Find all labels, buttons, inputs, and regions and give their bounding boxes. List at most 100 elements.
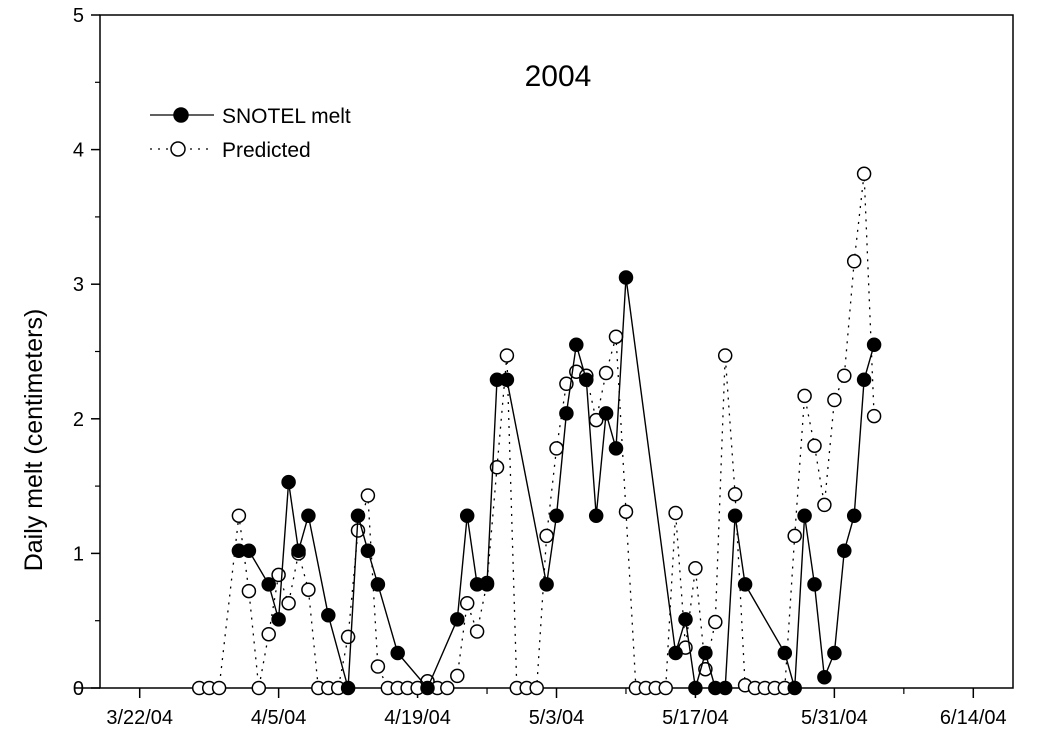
predicted-point-2 [211,680,227,696]
snotel-melt-point-44 [846,508,862,523]
snotel-melt-point-4 [281,474,296,490]
predicted-line [199,173,875,689]
snotel-melt-point-42 [827,645,842,661]
snotel-melt-point-29 [668,645,683,661]
snotel-melt-point-36 [737,577,753,592]
predicted-point-53 [727,486,743,502]
snotel-melt-point-39 [797,508,812,523]
predicted-point-40 [598,365,614,381]
x-tick-label-6: 6/14/04 [940,707,1007,729]
snotel-melt-point-9 [350,508,366,523]
x-tick-label-2: 4/19/04 [384,707,451,729]
predicted-point-16 [360,488,376,503]
predicted-point-17 [370,659,386,674]
snotel-melt-point-40 [807,577,822,592]
x-tick-label-5: 5/31/04 [801,707,868,729]
snotel-melt-point-20 [539,577,554,592]
x-tick-label-4: 5/17/04 [662,707,729,729]
snotel-melt-point-22 [559,406,574,421]
predicted-point-49 [688,560,703,576]
predicted-point-62 [817,497,832,513]
snotel-melt-point-28 [618,270,634,285]
snotel-melt-point-25 [588,508,604,523]
predicted-point-61 [807,438,822,453]
predicted-point-30 [499,348,515,363]
y-tick-label-3: 3 [73,274,84,296]
predicted-point-64 [837,368,852,383]
predicted-point-41 [608,329,624,344]
predicted-point-52 [717,348,733,363]
predicted-point-65 [846,254,862,269]
predicted-point-67 [866,408,882,424]
snotel-melt-point-26 [598,406,614,421]
snotel-melt-point-24 [579,372,594,388]
chart-title: 2004 [525,60,592,93]
snotel-melt-point-8 [340,680,356,696]
snotel-melt-point-41 [817,669,832,685]
snotel-melt-point-5 [291,543,306,558]
legend-predicted-marker [170,141,186,157]
predicted-point-10 [301,582,316,597]
predicted-point-14 [340,629,356,645]
legend-snotel-marker [173,107,189,123]
y-tick-label-2: 2 [73,409,84,431]
predicted-point-35 [549,441,564,456]
predicted-point-33 [529,680,544,696]
y-axis-title: Daily melt (centimeters) [20,309,48,572]
legend-snotel-label: SNOTEL melt [222,105,351,128]
legend-predicted-label: Predicted [222,139,311,162]
legend: SNOTEL melt Predicted [150,105,351,162]
snotel-melt-point-13 [420,680,435,696]
predicted-point-27 [469,624,485,639]
snotel-melt-point-30 [678,612,693,627]
predicted-point-25 [450,668,465,684]
snotel-melt-point-43 [837,543,852,558]
snotel-melt-point-1 [241,543,257,558]
predicted-point-63 [827,392,842,408]
x-tick-label-3: 5/3/04 [529,707,585,729]
snotel-melt-point-23 [569,337,584,353]
snotel-melt-point-37 [777,645,793,661]
snotel-melt-point-10 [360,543,376,558]
snotel-melt-point-32 [698,645,713,661]
predicted-point-29 [489,460,505,475]
x-tick-label-1: 4/5/04 [251,707,307,729]
snotel-melt-point-3 [271,612,286,627]
predicted-point-26 [459,595,475,611]
predicted-point-4 [241,583,257,599]
snotel-melt-point-38 [787,680,802,696]
snotel-melt-point-15 [459,508,475,523]
snotel-melt-point-17 [479,577,495,592]
y-tick-label-5: 5 [73,5,84,27]
predicted-point-6 [261,626,276,642]
snotel-melt-point-7 [321,608,336,623]
snotel-melt-point-34 [717,680,733,696]
snotel-melt-point-27 [608,441,624,456]
snotel-melt-point-45 [856,372,872,388]
snotel-melt-point-35 [727,508,743,523]
predicted-point-59 [787,528,802,544]
predicted-point-60 [797,388,812,404]
predicted-point-34 [539,528,554,544]
predicted-point-66 [856,166,872,182]
predicted-point-46 [658,680,673,696]
y-tick-label-0: 0 [73,678,84,700]
snotel-melt-point-2 [261,577,276,592]
predicted-point-3 [231,508,247,523]
snotel-melt-point-31 [688,680,703,696]
predicted-point-51 [708,614,723,630]
snotel-melt-point-21 [549,508,564,523]
snotel-melt-point-14 [450,612,465,627]
predicted-point-47 [668,505,683,521]
y-tick-label-1: 1 [73,543,84,565]
snotel-melt-point-6 [301,508,316,523]
snotel-melt-line [238,277,875,690]
snotel-melt-point-11 [370,577,386,592]
predicted-point-42 [618,504,634,519]
predicted-point-5 [251,680,267,696]
snotel-melt-point-19 [499,372,515,388]
snotel-melt-point-46 [866,337,882,353]
snotel-melt-point-12 [390,645,405,661]
predicted-point-24 [440,680,455,696]
